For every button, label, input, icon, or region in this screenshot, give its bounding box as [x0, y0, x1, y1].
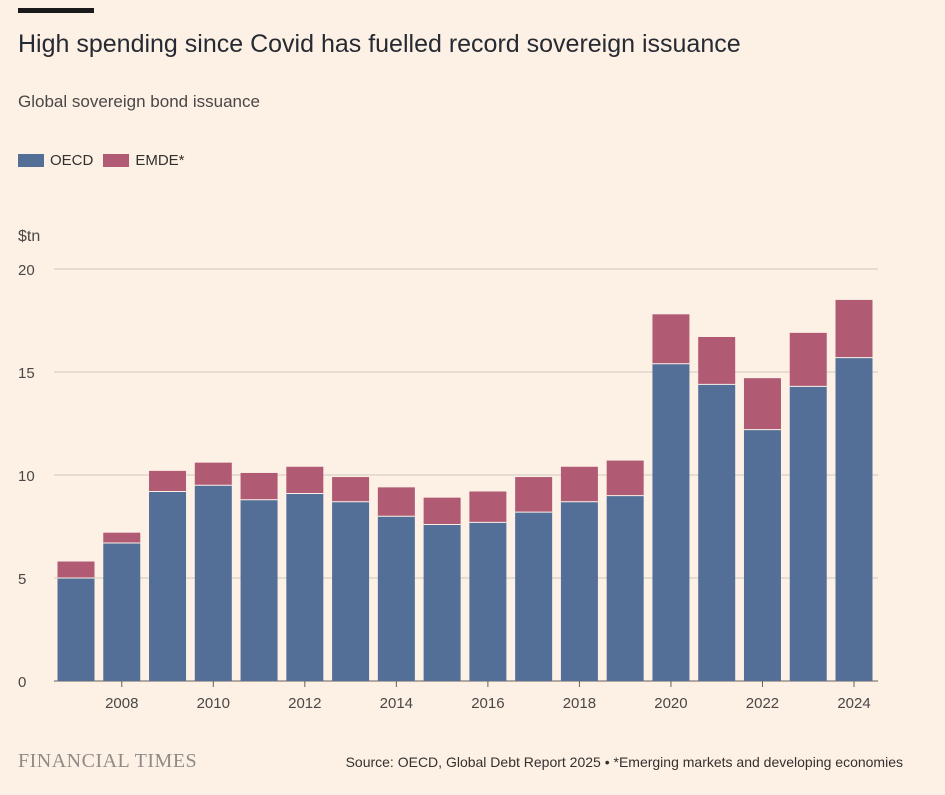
chart-legend: OECD EMDE*: [18, 152, 195, 169]
legend-item-emde: EMDE*: [103, 152, 185, 169]
bar-emde-2014: [377, 487, 415, 517]
bar-emde-2021: [698, 336, 736, 385]
bar-oecd-2010: [194, 485, 232, 681]
y-tick-label: 5: [18, 571, 26, 588]
y-tick-label: 15: [18, 365, 35, 382]
bar-emde-2022: [743, 378, 781, 430]
y-tick-label: 20: [18, 262, 35, 279]
chart-subtitle: Global sovereign bond issuance: [18, 92, 260, 111]
bar-emde-2009: [149, 470, 187, 492]
bar-oecd-2009: [149, 491, 187, 681]
bar-oecd-2024: [835, 357, 873, 681]
bar-emde-2015: [423, 497, 461, 525]
chart-title: High spending since Covid has fuelled re…: [18, 30, 741, 58]
x-tick-label: 2014: [380, 695, 413, 712]
bar-oecd-2023: [789, 386, 827, 681]
legend-swatch-oecd: [18, 154, 44, 167]
x-tick-label: 2010: [197, 695, 230, 712]
legend-item-oecd: OECD: [18, 152, 93, 169]
x-tick-label: 2018: [563, 695, 596, 712]
legend-label-emde: EMDE*: [135, 152, 185, 169]
bar-oecd-2011: [240, 499, 278, 681]
x-tick-label: 2016: [471, 695, 504, 712]
bar-oecd-2015: [423, 524, 461, 681]
bar-oecd-2019: [606, 495, 644, 681]
bar-emde-2007: [57, 561, 95, 578]
bar-emde-2020: [652, 314, 690, 364]
y-tick-label: 0: [18, 674, 26, 691]
bar-oecd-2007: [57, 578, 95, 681]
bar-emde-2012: [286, 466, 324, 494]
legend-label-oecd: OECD: [50, 152, 94, 169]
brand-top-bar: [18, 8, 94, 13]
bar-chart: 0 5 10 15 20 2008 2010 2012 2014 2016 2018 2020 2022…: [18, 262, 878, 712]
y-axis-unit-label: $tn: [18, 228, 41, 245]
source-note: Source: OECD, Global Debt Report 2025 • …: [345, 754, 903, 770]
bar-oecd-2014: [377, 516, 415, 681]
bar-oecd-2013: [332, 501, 370, 681]
x-tick-label: 2022: [746, 695, 779, 712]
x-tick-label: 2012: [288, 695, 321, 712]
bar-emde-2010: [194, 462, 232, 486]
bar-emde-2024: [835, 299, 873, 358]
bar-emde-2019: [606, 460, 644, 496]
bar-oecd-2012: [286, 493, 324, 681]
bar-oecd-2018: [560, 501, 598, 681]
bar-oecd-2017: [515, 512, 553, 681]
bar-oecd-2008: [103, 542, 141, 681]
bar-emde-2016: [469, 491, 507, 523]
bar-oecd-2021: [698, 384, 736, 681]
bar-emde-2017: [515, 477, 553, 513]
bar-oecd-2016: [469, 522, 507, 681]
ft-logo: FINANCIAL TIMES: [18, 750, 198, 772]
legend-swatch-emde: [103, 154, 130, 167]
bar-emde-2008: [103, 532, 141, 543]
x-tick-label: 2024: [837, 695, 870, 712]
bar-emde-2011: [240, 472, 278, 500]
bar-oecd-2022: [743, 429, 781, 681]
bar-emde-2023: [789, 332, 827, 387]
y-tick-label: 10: [18, 468, 35, 485]
bar-emde-2013: [332, 477, 370, 502]
x-tick-label: 2008: [105, 695, 138, 712]
bar-oecd-2020: [652, 363, 690, 681]
bar-emde-2018: [560, 466, 598, 502]
x-tick-label: 2020: [654, 695, 687, 712]
